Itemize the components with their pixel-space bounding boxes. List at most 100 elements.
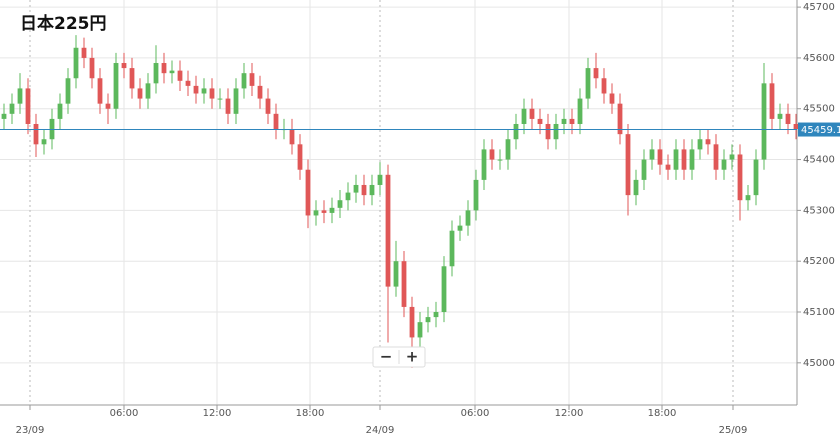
candle-body [97, 78, 103, 104]
candle-body [713, 144, 719, 170]
candle-body [265, 98, 271, 114]
candle-body [585, 68, 591, 99]
candle-body [353, 184, 359, 193]
candle-body [569, 118, 575, 124]
candle-body [457, 225, 463, 231]
candle-body [409, 306, 415, 338]
candle-body [721, 159, 727, 170]
chart-title: 日本225円 [20, 13, 107, 34]
candle-body [201, 88, 207, 94]
current-price-box [798, 122, 840, 137]
candle-body [441, 266, 447, 313]
candle-body [641, 159, 647, 180]
current-price-label: 45459.1 [801, 125, 840, 136]
candle-body [273, 113, 279, 130]
candle-body [385, 174, 391, 287]
candle-body [313, 210, 319, 216]
candle-body [553, 123, 559, 140]
candle-body [145, 83, 151, 99]
candle-body [169, 70, 175, 74]
candle-body [425, 317, 431, 323]
candle-body [537, 118, 543, 124]
x-tick-label: 24/09 [366, 425, 395, 436]
candle-body [473, 179, 479, 211]
candle-body [225, 98, 231, 114]
candle-body [305, 169, 311, 216]
candle-body [609, 93, 615, 104]
candle-body [185, 80, 191, 86]
y-tick-label: 45200 [803, 256, 835, 267]
candle-body [793, 123, 799, 130]
candle-body [449, 230, 455, 267]
x-tick-label: 18:00 [648, 408, 677, 419]
candle-body [769, 83, 775, 119]
y-tick-label: 45400 [803, 155, 835, 166]
x-tick-label: 12:00 [555, 408, 584, 419]
candle-body [625, 134, 631, 196]
candle-body [73, 47, 79, 79]
candle-body [633, 179, 639, 196]
zoom-in-button[interactable]: + [406, 348, 419, 366]
candle-body [289, 129, 295, 145]
candle-body [81, 47, 87, 58]
candle-body [513, 123, 519, 140]
candle-body [433, 312, 439, 318]
candle-body [217, 98, 223, 100]
candle-body [777, 113, 783, 119]
candle-body [785, 113, 791, 124]
candle-body [105, 103, 111, 109]
candle-body [417, 322, 423, 338]
candle-body [601, 78, 607, 94]
candle-body [361, 184, 367, 196]
candle-body [25, 88, 31, 124]
candle-body [321, 210, 327, 213]
candle-body [649, 149, 655, 160]
candle-body [673, 149, 679, 170]
candle-body [761, 83, 767, 160]
candle-body [153, 63, 159, 84]
candle-body [41, 139, 47, 145]
candle-body [617, 103, 623, 135]
candle-body [505, 139, 511, 160]
candle-body [681, 149, 687, 170]
candle-body [161, 63, 167, 74]
x-tick-label: 23/09 [16, 425, 45, 436]
candle-body [729, 154, 735, 160]
candle-body [593, 68, 599, 79]
candle-body [241, 73, 247, 89]
x-tick-label: 18:00 [296, 408, 325, 419]
candle-body [465, 210, 471, 226]
y-tick-label: 45600 [803, 53, 835, 64]
candle-body [481, 149, 487, 180]
candle-body [337, 200, 343, 208]
x-tick-label: 25/09 [719, 425, 748, 436]
candle-body [177, 70, 183, 81]
candle-body [665, 164, 671, 170]
candle-body [65, 78, 71, 104]
grid [0, 0, 797, 405]
candle-body [401, 261, 407, 307]
candle-body [297, 144, 303, 170]
candle-body [521, 108, 527, 124]
candle-body [345, 192, 351, 201]
candle-body [377, 174, 383, 185]
candle-body [193, 85, 199, 94]
candle-body [209, 88, 215, 99]
zoom-out-button[interactable]: − [380, 348, 393, 366]
candle-body [393, 261, 399, 287]
x-tick-label: 06:00 [110, 408, 139, 419]
candle-body [249, 73, 255, 86]
candle-body [689, 149, 695, 170]
candle-body [657, 149, 663, 165]
y-tick-label: 45000 [803, 358, 835, 369]
candle-body [561, 118, 567, 124]
candle-body [129, 68, 135, 89]
candle-body [753, 159, 759, 196]
candle-body [89, 57, 95, 79]
candle-body [137, 88, 143, 99]
candle-body [745, 195, 751, 201]
candle-body [529, 108, 535, 119]
y-tick-label: 45500 [803, 104, 835, 115]
candle-body [329, 207, 335, 213]
